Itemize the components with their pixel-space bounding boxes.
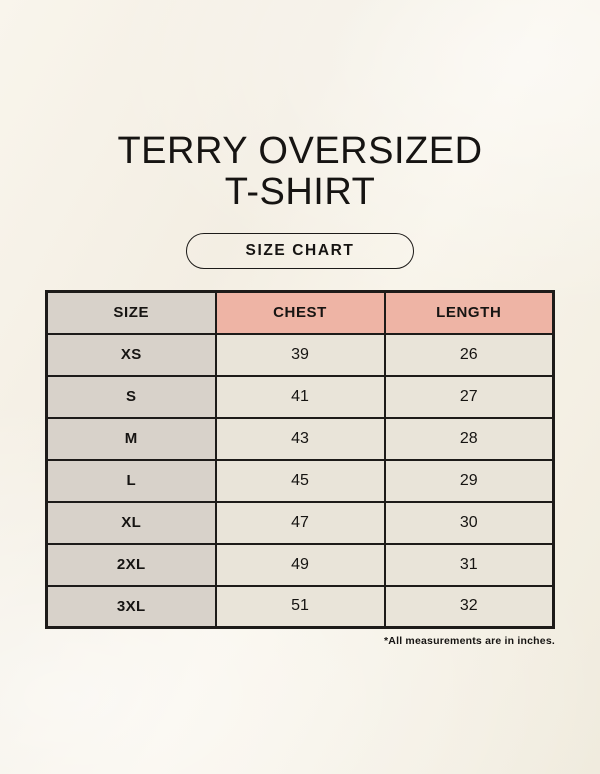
size-chart-badge: SIZE CHART (186, 233, 414, 269)
length-cell: 26 (383, 332, 555, 377)
size-cell: M (45, 416, 217, 461)
length-cell: 29 (383, 458, 555, 503)
chest-cell: 49 (214, 542, 386, 587)
table-row: M 43 28 (45, 416, 555, 461)
size-cell: L (45, 458, 217, 503)
measurements-footnote: *All measurements are in inches. (384, 635, 555, 647)
table-row: L 45 29 (45, 458, 555, 503)
product-title-line-1: TERRY OVERSIZED (117, 130, 483, 172)
size-cell: S (45, 374, 217, 419)
chest-cell: 47 (214, 500, 386, 545)
length-cell: 27 (383, 374, 555, 419)
table-row: S 41 27 (45, 374, 555, 419)
size-cell: 2XL (45, 542, 217, 587)
column-header-size: SIZE (45, 290, 217, 335)
size-table-container: SIZE CHEST LENGTH XS 39 26 S 41 27 M 43 28 L 45 29 X… (45, 290, 555, 629)
table-row: 2XL 49 31 (45, 542, 555, 587)
header-row: SIZE CHEST LENGTH (45, 290, 555, 335)
size-chart-badge-label: SIZE CHART (245, 242, 355, 259)
length-cell: 32 (383, 584, 555, 629)
size-table: SIZE CHEST LENGTH XS 39 26 S 41 27 M 43 28 L 45 29 X… (45, 290, 555, 629)
size-cell: XL (45, 500, 217, 545)
size-cell: XS (45, 332, 217, 377)
table-row: 3XL 51 32 (45, 584, 555, 629)
size-table-body: XS 39 26 S 41 27 M 43 28 L 45 29 XL 47 30 2XL 49 31 3XL 51 3… (45, 332, 555, 629)
chest-cell: 51 (214, 584, 386, 629)
size-cell: 3XL (45, 584, 217, 629)
table-row: XL 47 30 (45, 500, 555, 545)
chest-cell: 45 (214, 458, 386, 503)
chest-cell: 41 (214, 374, 386, 419)
chest-cell: 39 (214, 332, 386, 377)
length-cell: 31 (383, 542, 555, 587)
column-header-chest: CHEST (214, 290, 386, 335)
column-header-length: LENGTH (383, 290, 555, 335)
length-cell: 30 (383, 500, 555, 545)
chest-cell: 43 (214, 416, 386, 461)
size-table-head: SIZE CHEST LENGTH (45, 290, 555, 335)
product-title: TERRY OVERSIZED T-SHIRT (0, 131, 600, 213)
product-title-line-2: T-SHIRT (224, 171, 376, 213)
table-row: XS 39 26 (45, 332, 555, 377)
length-cell: 28 (383, 416, 555, 461)
size-chart-page: TERRY OVERSIZED T-SHIRT SIZE CHART SIZE … (0, 131, 600, 647)
